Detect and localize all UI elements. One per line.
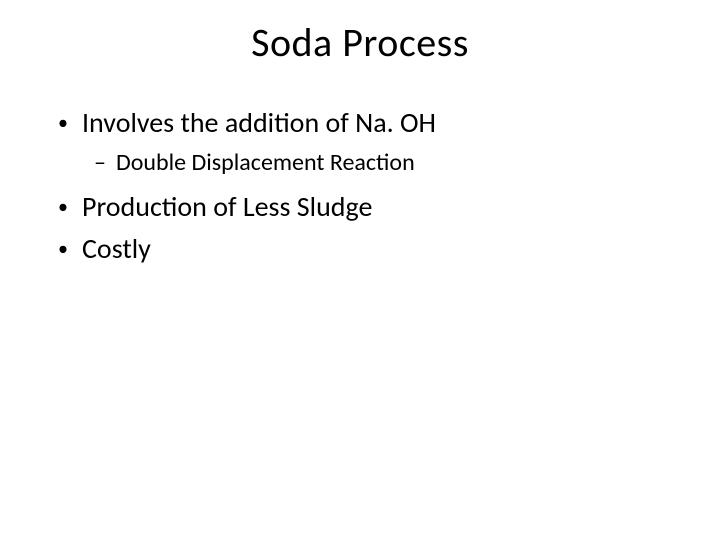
bullet-item: – Double Displacement Reaction: [94, 147, 672, 179]
slide-container: Soda Process • Involves the addition of …: [0, 0, 720, 540]
bullet-text: Involves the addition of Na. OH: [82, 105, 436, 141]
slide-content: • Involves the addition of Na. OH – Doub…: [48, 105, 672, 267]
bullet-marker-icon: •: [54, 105, 82, 141]
bullet-text: Production of Less Sludge: [82, 189, 372, 225]
bullet-item: • Costly: [54, 231, 672, 267]
dash-marker-icon: –: [94, 147, 116, 179]
bullet-text: Double Displacement Reaction: [116, 147, 415, 179]
bullet-text: Costly: [82, 231, 151, 267]
bullet-marker-icon: •: [54, 189, 82, 225]
bullet-item: • Involves the addition of Na. OH: [54, 105, 672, 141]
slide-title: Soda Process: [48, 18, 672, 67]
bullet-marker-icon: •: [54, 231, 82, 267]
bullet-item: • Production of Less Sludge: [54, 189, 672, 225]
